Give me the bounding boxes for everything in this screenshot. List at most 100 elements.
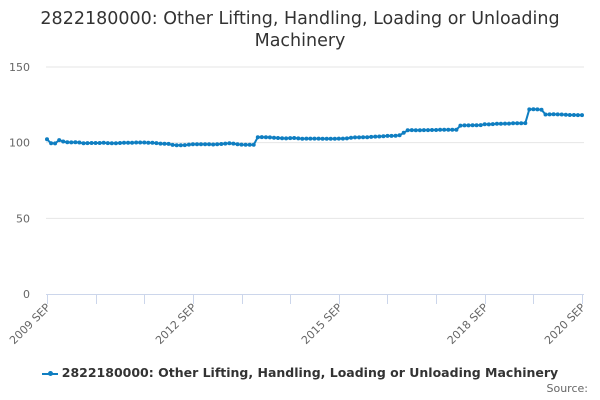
data-point[interactable] — [332, 136, 337, 141]
data-point[interactable] — [389, 133, 394, 138]
data-point[interactable] — [466, 123, 471, 128]
data-point[interactable] — [547, 112, 552, 117]
data-point[interactable] — [85, 141, 90, 146]
data-point[interactable] — [300, 136, 305, 141]
data-point[interactable] — [316, 136, 321, 141]
data-point[interactable] — [551, 112, 556, 117]
data-point[interactable] — [324, 136, 329, 141]
data-point[interactable] — [571, 113, 576, 117]
data-point[interactable] — [336, 136, 341, 141]
data-point[interactable] — [276, 136, 280, 140]
data-point[interactable] — [69, 140, 74, 145]
data-point[interactable] — [312, 136, 317, 141]
data-point[interactable] — [470, 123, 475, 128]
data-point[interactable] — [101, 140, 106, 145]
data-point[interactable] — [45, 137, 49, 142]
data-point[interactable] — [166, 141, 171, 146]
data-point[interactable] — [515, 121, 520, 126]
series-line[interactable] — [45, 107, 584, 148]
data-point[interactable] — [288, 136, 293, 141]
data-point[interactable] — [340, 136, 345, 141]
data-point[interactable] — [231, 141, 236, 146]
data-point[interactable] — [381, 134, 386, 139]
data-point[interactable] — [446, 127, 451, 132]
data-point[interactable] — [531, 107, 536, 112]
data-point[interactable] — [304, 136, 309, 141]
data-point[interactable] — [247, 142, 252, 147]
data-point[interactable] — [174, 143, 179, 148]
data-point[interactable] — [109, 141, 114, 146]
data-point[interactable] — [211, 142, 216, 147]
data-point[interactable] — [53, 141, 58, 146]
data-point[interactable] — [462, 123, 467, 128]
data-point[interactable] — [255, 135, 260, 140]
data-point[interactable] — [178, 143, 183, 148]
data-point[interactable] — [430, 128, 434, 132]
data-point[interactable] — [267, 135, 272, 140]
data-point[interactable] — [97, 141, 102, 145]
data-point[interactable] — [89, 141, 94, 145]
data-point[interactable] — [438, 127, 443, 132]
data-point[interactable] — [259, 135, 264, 140]
data-point[interactable] — [272, 135, 276, 140]
data-point[interactable] — [401, 130, 406, 135]
legend-item[interactable]: 2822180000: Other Lifting, Handling, Loa… — [0, 365, 600, 380]
data-point[interactable] — [223, 141, 228, 146]
data-point[interactable] — [503, 121, 507, 126]
data-point[interactable] — [490, 122, 495, 127]
data-point[interactable] — [207, 142, 212, 147]
data-point[interactable] — [353, 135, 357, 140]
data-point[interactable] — [405, 128, 410, 133]
data-point[interactable] — [393, 133, 398, 138]
data-point[interactable] — [61, 139, 66, 144]
data-point[interactable] — [328, 136, 333, 141]
data-point[interactable] — [365, 135, 370, 140]
data-point[interactable] — [523, 121, 528, 126]
data-point[interactable] — [280, 136, 285, 141]
data-point[interactable] — [57, 138, 62, 143]
data-point[interactable] — [243, 142, 248, 147]
data-point[interactable] — [426, 128, 430, 133]
data-point[interactable] — [186, 142, 191, 147]
data-point[interactable] — [458, 123, 463, 128]
data-point[interactable] — [251, 142, 256, 147]
data-point[interactable] — [170, 142, 175, 147]
data-point[interactable] — [77, 140, 82, 145]
data-point[interactable] — [93, 141, 98, 145]
data-point[interactable] — [361, 135, 366, 140]
data-point[interactable] — [543, 112, 548, 117]
data-point[interactable] — [369, 134, 374, 139]
data-point[interactable] — [126, 140, 131, 145]
data-point[interactable] — [563, 112, 568, 117]
data-point[interactable] — [134, 140, 139, 145]
data-point[interactable] — [442, 127, 447, 132]
data-point[interactable] — [142, 140, 147, 145]
data-point[interactable] — [65, 140, 70, 145]
data-point[interactable] — [292, 136, 297, 140]
data-point[interactable] — [474, 123, 479, 128]
data-point[interactable] — [454, 127, 459, 132]
data-point[interactable] — [113, 141, 118, 146]
data-point[interactable] — [284, 136, 289, 141]
data-point[interactable] — [417, 128, 422, 133]
data-point[interactable] — [421, 128, 426, 133]
data-point[interactable] — [535, 107, 540, 112]
data-point[interactable] — [49, 141, 54, 146]
data-point[interactable] — [105, 141, 110, 146]
data-point[interactable] — [227, 141, 232, 146]
data-point[interactable] — [158, 141, 163, 146]
data-point[interactable] — [450, 127, 455, 132]
data-point[interactable] — [478, 123, 483, 128]
data-point[interactable] — [409, 128, 414, 133]
data-point[interactable] — [235, 142, 240, 147]
data-point[interactable] — [519, 121, 524, 126]
data-point[interactable] — [190, 142, 195, 147]
data-point[interactable] — [239, 142, 244, 147]
data-point[interactable] — [494, 121, 499, 126]
data-point[interactable] — [575, 113, 580, 118]
data-point[interactable] — [413, 128, 418, 133]
data-point[interactable] — [498, 121, 503, 126]
data-point[interactable] — [150, 140, 155, 145]
data-point[interactable] — [357, 135, 362, 140]
data-point[interactable] — [580, 113, 584, 118]
